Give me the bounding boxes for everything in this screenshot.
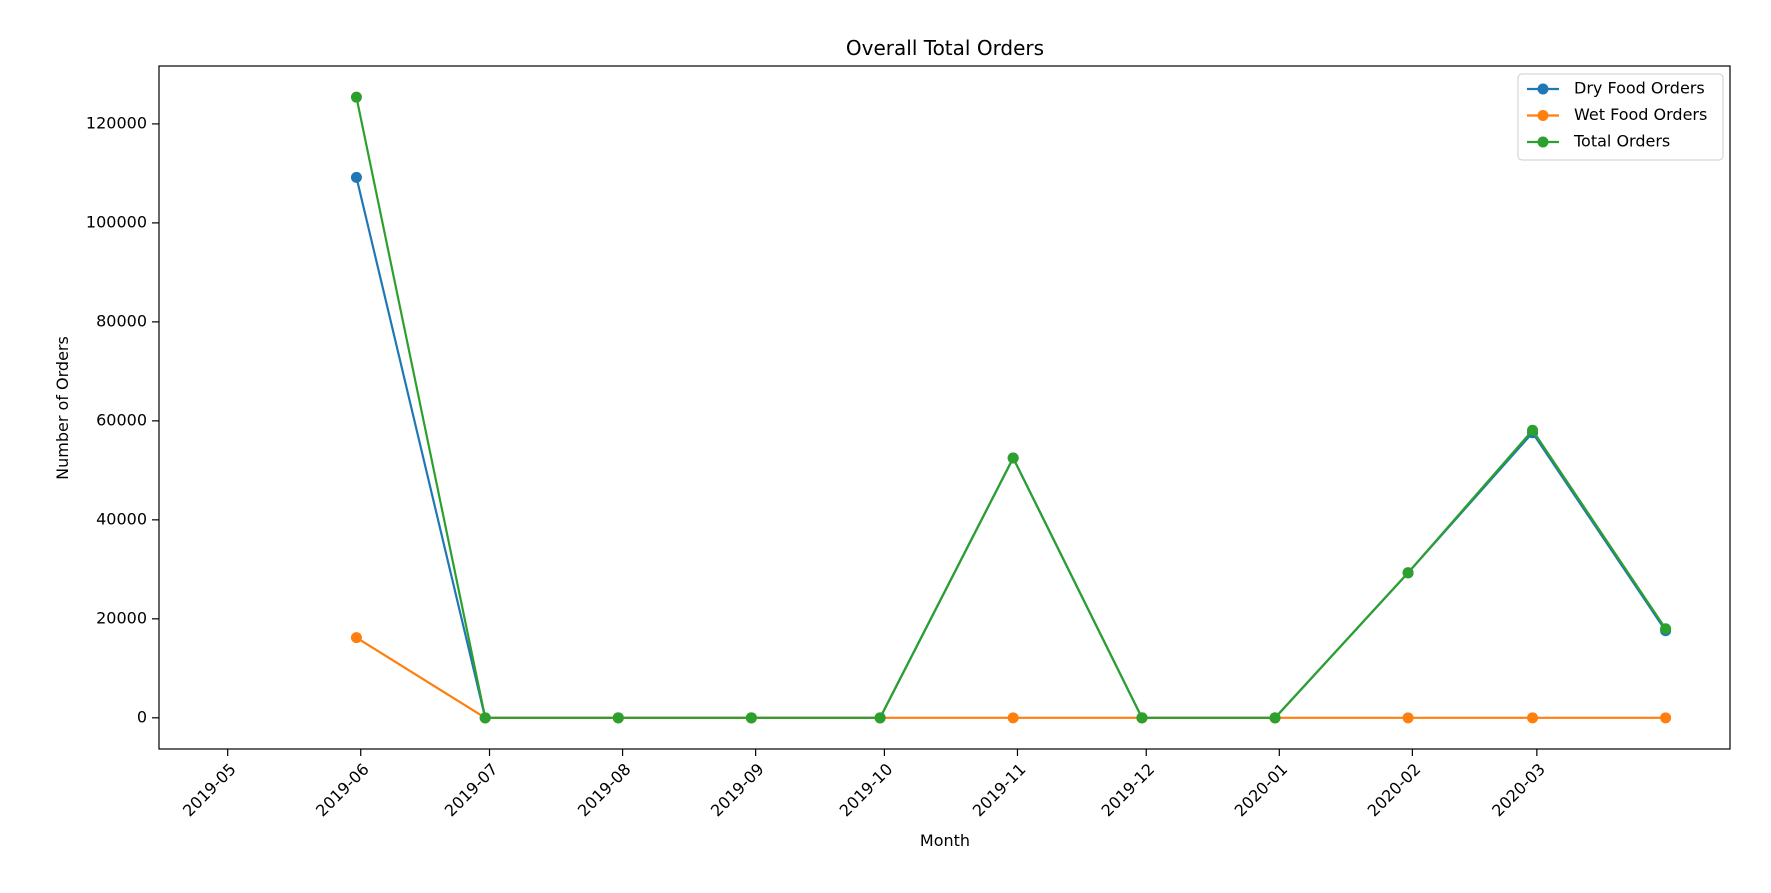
data-point	[1402, 712, 1414, 724]
x-tick-label: 2019-06	[312, 760, 373, 821]
legend-label: Dry Food Orders	[1574, 79, 1705, 98]
plot-area	[350, 91, 1672, 724]
data-point	[612, 712, 624, 724]
y-tick-label: 100000	[86, 212, 147, 231]
legend-item: Total Orders	[1527, 132, 1670, 151]
x-tick-label: 2019-09	[707, 760, 768, 821]
x-axis: 2019-05 2019-06 2019-07 2019-08 2019-09 2019-…	[179, 749, 1549, 820]
data-point	[1007, 712, 1019, 724]
x-tick-label: 2019-07	[441, 760, 502, 821]
data-point	[1269, 712, 1281, 724]
x-tick-label: 2020-01	[1231, 760, 1292, 821]
x-tick-label: 2019-10	[836, 760, 897, 821]
series-line	[355, 96, 1667, 719]
legend-marker-icon	[1537, 110, 1549, 121]
legend: Dry Food Orders Wet Food Orders Total Orde…	[1517, 73, 1724, 161]
y-tick-label: 60000	[96, 410, 147, 429]
data-point	[1007, 452, 1019, 464]
x-tick-label: 2019-05	[179, 760, 240, 821]
x-tick-label: 2020-02	[1364, 760, 1425, 821]
legend-marker-icon	[1537, 136, 1549, 148]
series-3	[350, 91, 1672, 724]
data-point	[479, 712, 491, 724]
legend-marker-icon	[1537, 83, 1549, 95]
chart-title: Overall Total Orders	[846, 36, 1044, 60]
plot-frame	[158, 65, 1731, 750]
series-1	[350, 171, 1672, 724]
y-axis-label: Number of Orders	[53, 336, 72, 480]
data-point	[745, 712, 757, 724]
data-point	[350, 632, 362, 644]
x-tick-label: 2019-11	[969, 760, 1030, 821]
series-line	[355, 177, 1667, 719]
data-point	[1402, 567, 1414, 579]
data-point	[1136, 712, 1148, 724]
x-tick-label: 2019-12	[1098, 760, 1159, 821]
data-point	[350, 171, 362, 183]
y-tick-label: 40000	[96, 509, 147, 528]
legend-item: Wet Food Orders	[1527, 105, 1707, 124]
y-tick-label: 0	[137, 707, 147, 726]
legend-label: Total Orders	[1573, 132, 1670, 151]
series-2	[350, 632, 1672, 724]
y-tick-label: 80000	[96, 311, 147, 330]
y-axis: 0 20000 40000 60000 80000 100000 120000	[86, 113, 159, 726]
data-point	[874, 712, 886, 724]
legend-label: Wet Food Orders	[1574, 105, 1707, 124]
x-axis-label: Month	[920, 831, 970, 850]
y-tick-label: 20000	[96, 608, 147, 627]
data-point	[350, 91, 362, 103]
series-line	[355, 636, 1666, 719]
legend-item: Dry Food Orders	[1527, 79, 1705, 98]
data-point	[1527, 712, 1539, 724]
x-tick-label: 2019-08	[574, 760, 635, 821]
y-tick-label: 120000	[86, 113, 147, 132]
data-point	[1660, 623, 1672, 635]
data-point	[1527, 424, 1539, 436]
x-tick-label: 2020-03	[1488, 760, 1549, 821]
data-point	[1660, 712, 1672, 724]
legend-box	[1517, 73, 1724, 161]
